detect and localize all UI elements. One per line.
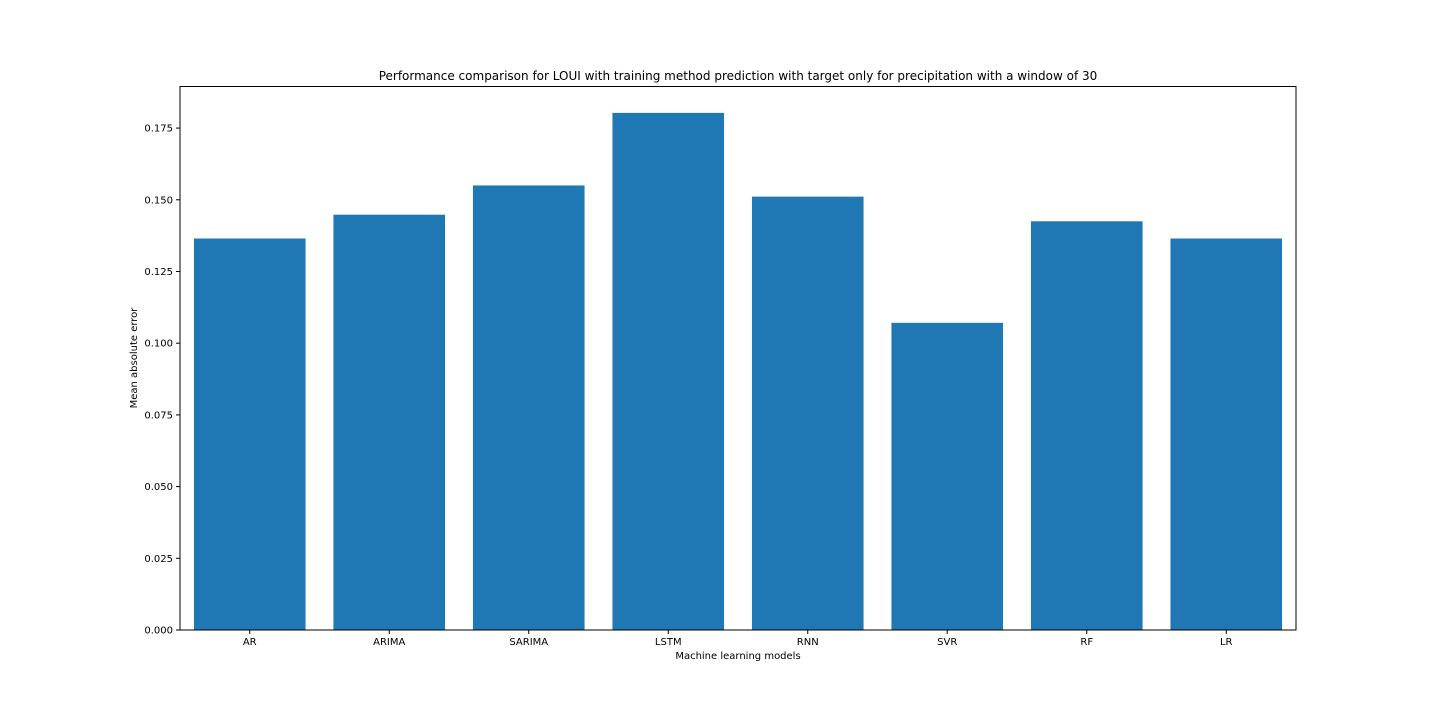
x-ticks-group: AR ARIMA SARIMA LSTM RNN SVR RF LR (243, 630, 1233, 648)
y-tick-label: 0.125 (144, 267, 173, 278)
x-tick-label: LR (1220, 637, 1233, 648)
x-tick-label: SARIMA (509, 637, 548, 648)
bar-lstm (612, 112, 725, 630)
bar-arima (333, 214, 446, 631)
y-tick-label: 0.075 (144, 410, 173, 421)
chart-title: Performance comparison for LOUI with tra… (379, 69, 1098, 83)
y-tick-label: 0.175 (144, 124, 173, 135)
x-tick-label: AR (243, 637, 257, 648)
bar-rnn (751, 196, 864, 630)
y-tick-label: 0.100 (144, 339, 173, 350)
y-axis-label: Mean absolute error (129, 307, 140, 409)
bar-lr (1170, 238, 1283, 630)
x-tick-label: SVR (937, 637, 957, 648)
y-tick-label: 0.050 (144, 482, 173, 493)
bar-svr (891, 322, 1004, 630)
bars-group (193, 112, 1283, 631)
x-axis-label: Machine learning models (675, 651, 800, 662)
bar-rf (1030, 221, 1143, 630)
x-tick-label: LSTM (655, 637, 682, 648)
y-tick-label: 0.025 (144, 554, 173, 565)
x-tick-label: ARIMA (373, 637, 405, 648)
bar-sarima (472, 185, 585, 630)
x-tick-label: RNN (797, 637, 819, 648)
x-tick-label: RF (1080, 637, 1093, 648)
y-ticks-group: 0.000 0.025 0.050 0.075 0.100 0.125 0.150 0.175 (144, 124, 180, 637)
y-tick-label: 0.000 (144, 626, 173, 637)
y-tick-label: 0.150 (144, 195, 173, 206)
bar-ar (193, 238, 306, 630)
plot-frame (179, 86, 1297, 631)
